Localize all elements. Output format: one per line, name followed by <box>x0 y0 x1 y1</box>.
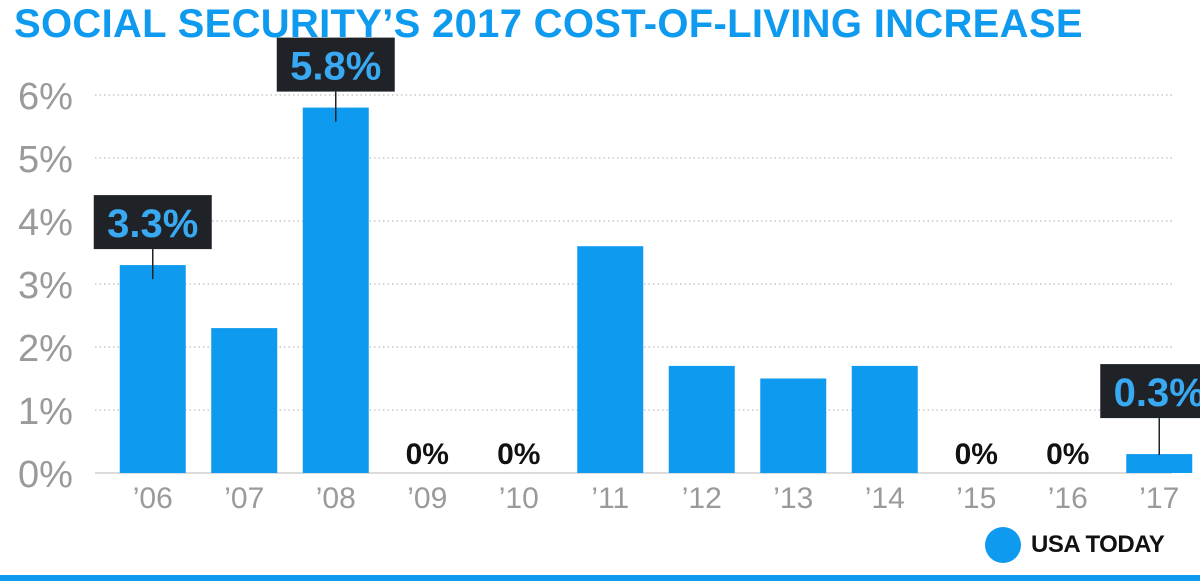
callout-box <box>276 37 395 92</box>
bar <box>302 107 369 473</box>
bar <box>211 328 278 473</box>
x-tick-label: ’17 <box>1139 482 1179 515</box>
brand-logo: USA TODAY <box>985 525 1165 565</box>
zero-value-label: 0% <box>406 438 449 471</box>
y-tick-label: 1% <box>18 391 73 433</box>
x-tick-label: ’08 <box>316 482 356 515</box>
bar <box>668 365 735 473</box>
y-tick-label: 5% <box>18 139 73 181</box>
bar <box>760 378 827 473</box>
callout-label: 5.8% <box>290 45 381 89</box>
zero-value-label: 0% <box>1046 438 1089 471</box>
x-tick-label: ’15 <box>956 482 996 515</box>
x-tick-label: ’16 <box>1048 482 1088 515</box>
bar <box>577 246 644 473</box>
callout-box <box>93 195 212 250</box>
x-tick-label: ’11 <box>591 482 629 515</box>
zero-value-label: 0% <box>955 438 998 471</box>
zero-value-label: 0% <box>497 438 540 471</box>
brand-name: USA TODAY <box>1031 531 1165 558</box>
x-tick-label: ’13 <box>773 482 813 515</box>
y-tick-label: 3% <box>18 265 73 307</box>
x-tick-label: ’07 <box>224 482 264 515</box>
callout-label: 3.3% <box>107 202 198 246</box>
y-tick-label: 0% <box>18 454 73 496</box>
y-tick-label: 6% <box>18 76 73 118</box>
y-tick-label: 4% <box>18 202 73 244</box>
callout-label: 0.3% <box>1114 371 1200 415</box>
blue-circle-icon <box>985 527 1021 563</box>
chart-title: SOCIAL SECURITY’S 2017 COST-OF-LIVING IN… <box>14 2 1083 46</box>
x-tick-label: ’10 <box>499 482 539 515</box>
y-tick-label: 2% <box>18 328 73 370</box>
x-tick-label: ’12 <box>682 482 722 515</box>
x-tick-label: ’06 <box>133 482 173 515</box>
bottom-accent-bar <box>0 575 1200 581</box>
x-tick-label: ’14 <box>865 482 905 515</box>
bar <box>1126 454 1193 473</box>
bar <box>851 365 918 473</box>
callout-box <box>1100 364 1200 419</box>
x-tick-label: ’09 <box>407 482 447 515</box>
bar <box>119 265 186 473</box>
